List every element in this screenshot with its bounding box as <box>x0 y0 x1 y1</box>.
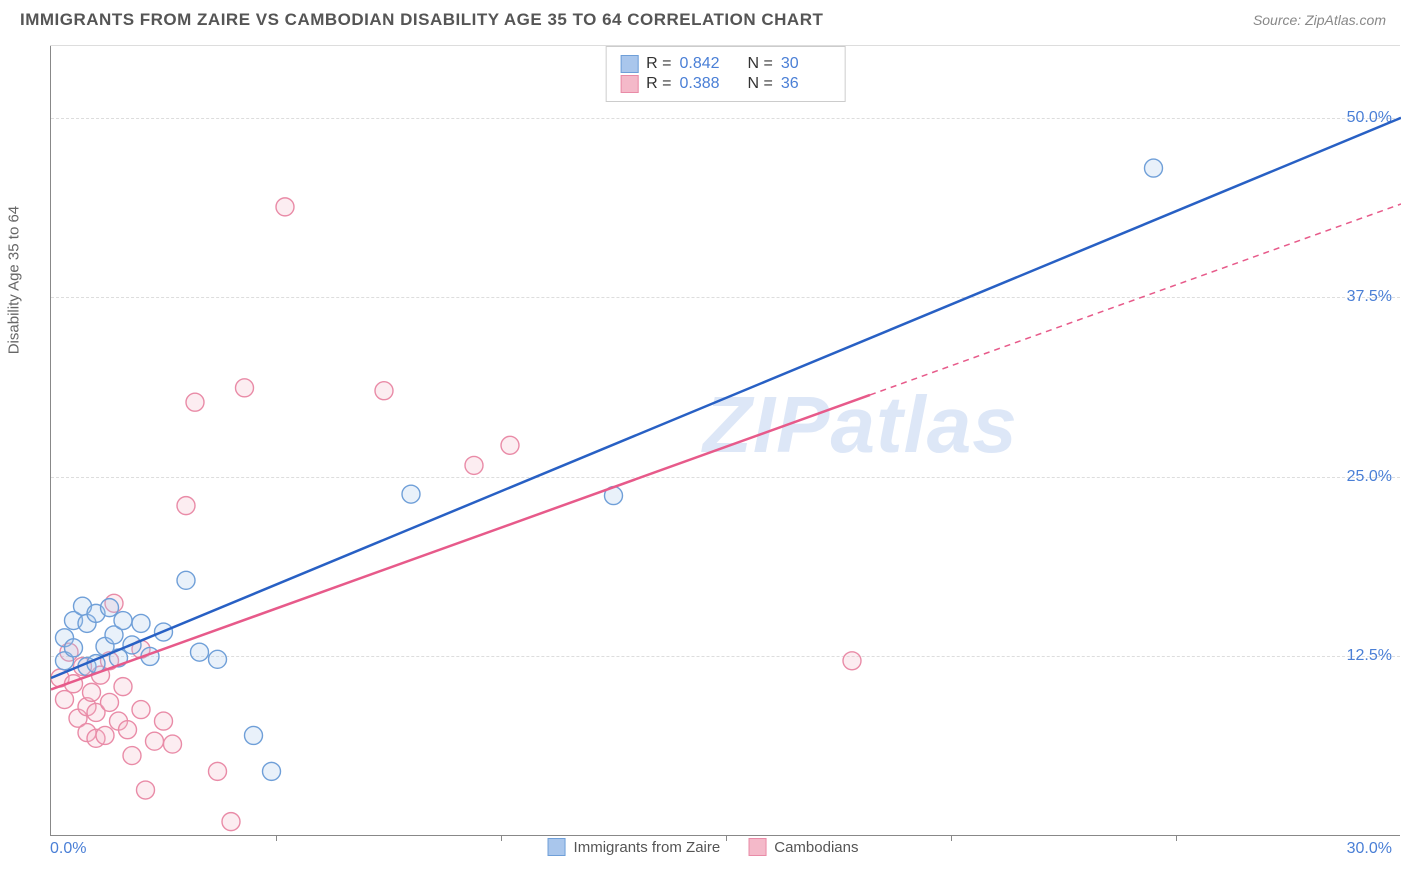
stats-legend: R = 0.842 N = 30 R = 0.388 N = 36 <box>605 46 846 102</box>
source-label: Source: <box>1253 12 1301 28</box>
stat-r-label: R = <box>646 55 671 73</box>
swatch-zaire <box>620 55 638 73</box>
stat-r-label-2: R = <box>646 75 671 93</box>
swatch-camb <box>620 75 638 93</box>
scatter-plot <box>51 46 1401 836</box>
stat-n-camb: 36 <box>781 75 831 93</box>
legend-label-camb: Cambodians <box>774 839 858 856</box>
stat-r-zaire: 0.842 <box>680 55 730 73</box>
stat-n-label-2: N = <box>748 75 773 93</box>
stats-row-camb: R = 0.388 N = 36 <box>620 75 831 93</box>
legend-swatch-camb <box>748 838 766 856</box>
legend-swatch-zaire <box>548 838 566 856</box>
stat-n-label: N = <box>748 55 773 73</box>
chart-title: IMMIGRANTS FROM ZAIRE VS CAMBODIAN DISAB… <box>20 10 823 30</box>
legend-item-camb: Cambodians <box>748 838 858 856</box>
source-name: ZipAtlas.com <box>1305 12 1386 28</box>
source-attribution: Source: ZipAtlas.com <box>1253 12 1386 28</box>
stat-n-zaire: 30 <box>781 55 831 73</box>
legend-item-zaire: Immigrants from Zaire <box>548 838 721 856</box>
y-axis-label: Disability Age 35 to 64 <box>6 206 23 354</box>
stats-row-zaire: R = 0.842 N = 30 <box>620 55 831 73</box>
series-legend: Immigrants from Zaire Cambodians <box>548 838 859 856</box>
x-max-label: 30.0% <box>1347 840 1392 858</box>
chart-container: R = 0.842 N = 30 R = 0.388 N = 36 12.5%2… <box>50 45 1400 835</box>
x-min-label: 0.0% <box>50 840 86 858</box>
legend-label-zaire: Immigrants from Zaire <box>574 839 721 856</box>
stat-r-camb: 0.388 <box>680 75 730 93</box>
plot-area: R = 0.842 N = 30 R = 0.388 N = 36 12.5%2… <box>50 46 1400 836</box>
